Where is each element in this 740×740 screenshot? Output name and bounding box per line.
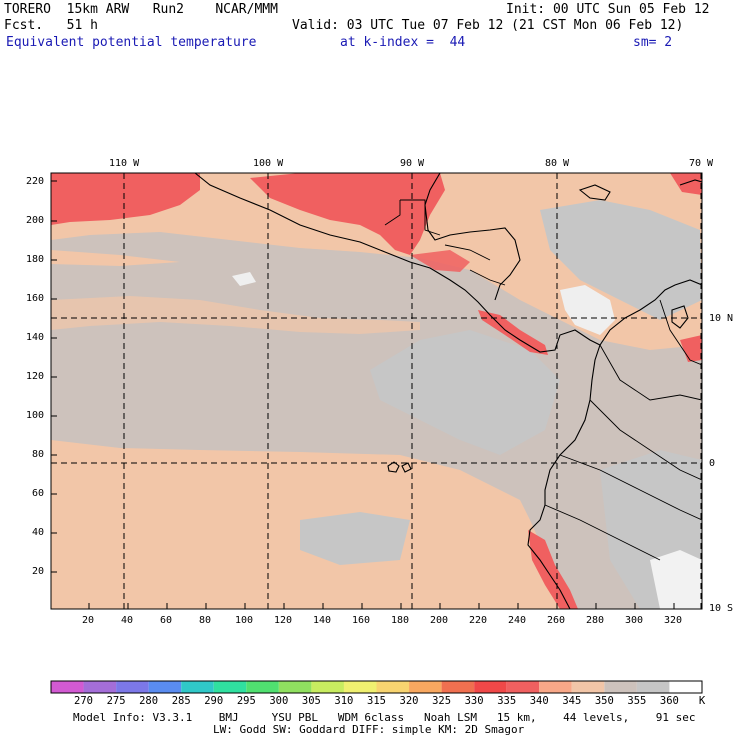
colorbar-label: 330	[464, 695, 484, 707]
grid-x-label: 20	[82, 615, 95, 626]
borders	[384, 199, 702, 561]
physics-info: LW: Godd SW: Goddard DIFF: simple KM: 2D…	[213, 723, 525, 736]
colorbar-label: 300	[269, 695, 289, 707]
colorbar-bin-16	[571, 681, 605, 693]
smoothing-info: sm= 2	[633, 35, 673, 50]
colorbar-bin-9	[343, 681, 377, 693]
forecast-hour: Fcst. 51 h	[4, 18, 98, 33]
colorbar-bin-5	[213, 681, 247, 693]
colorbar-unit: K	[698, 695, 706, 707]
grid-x-label: 40	[121, 615, 134, 626]
colorbar-label: 290	[204, 695, 224, 707]
colorbar-label: 360	[659, 695, 679, 707]
colorbar-label: 275	[106, 695, 126, 707]
colorbar-bin-2	[116, 681, 149, 693]
colorbar-bin-19	[669, 681, 702, 693]
lon-label-80w: 80 W	[545, 158, 570, 169]
grid-x-label: 80	[199, 615, 212, 626]
colorbar-label: 305	[301, 695, 321, 707]
colorbar	[50, 680, 703, 694]
colorbar-label: 325	[432, 695, 452, 707]
colorbar-label: 340	[529, 695, 549, 707]
coastlines	[194, 173, 702, 609]
model-info: Model Info: V3.3.1 BMJ YSU PBL WDM 6clas…	[73, 711, 696, 724]
grid-y-label: 200	[26, 215, 45, 226]
grid-x-label: 140	[313, 615, 332, 626]
lat-label-10s: 10 S	[709, 603, 734, 614]
thetae-field	[51, 173, 702, 609]
colorbar-bin-1	[83, 681, 117, 693]
grid-x-label: 260	[547, 615, 566, 626]
colorbar-bin-13	[474, 681, 507, 693]
lat-label-0: 0	[709, 458, 716, 469]
grid-x-label: 240	[508, 615, 527, 626]
grid-x-label: 220	[469, 615, 488, 626]
grid-x-label: 60	[160, 615, 173, 626]
colorbar-label: 295	[236, 695, 256, 707]
colorbar-bin-4	[181, 681, 214, 693]
colorbar-label: 335	[497, 695, 517, 707]
grid-x-label: 200	[430, 615, 449, 626]
grid-y-label: 120	[26, 371, 45, 382]
grid-y-label: 160	[26, 293, 45, 304]
colorbar-label: 345	[562, 695, 582, 707]
colorbar-bin-17	[604, 681, 637, 693]
grid-y-label: 20	[32, 566, 45, 577]
grid-x-label: 160	[352, 615, 371, 626]
colorbar-bin-15	[539, 681, 572, 693]
model-title: TORERO 15km ARW Run2 NCAR/MMM	[4, 2, 278, 17]
grid-x-label: 320	[664, 615, 683, 626]
colorbar-label: 355	[627, 695, 647, 707]
level-info: at k-index = 44	[340, 35, 466, 50]
colorbar-bin-3	[148, 681, 182, 693]
colorbar-label: 350	[594, 695, 614, 707]
colorbar-bin-0	[51, 681, 84, 693]
valid-time: Valid: 03 UTC Tue 07 Feb 12 (21 CST Mon …	[292, 18, 684, 33]
colorbar-bin-8	[311, 681, 344, 693]
grid-y-label: 40	[32, 527, 45, 538]
latlon-grid	[51, 173, 702, 609]
colorbar-label: 315	[367, 695, 386, 707]
colorbar-label: 285	[171, 695, 191, 707]
colorbar-bin-18	[636, 681, 670, 693]
grid-x-label: 280	[586, 615, 605, 626]
grid-y-label: 140	[26, 332, 45, 343]
lon-label-110w: 110 W	[109, 158, 140, 169]
lon-label-70w: 70 W	[689, 158, 714, 169]
colorbar-bin-11	[409, 681, 442, 693]
init-time: Init: 00 UTC Sun 05 Feb 12	[506, 2, 710, 17]
colorbar-label: 320	[399, 695, 419, 707]
field-name: Equivalent potential temperature	[6, 35, 257, 50]
colorbar-bin-6	[246, 681, 279, 693]
colorbar-label: 310	[334, 695, 354, 707]
lon-label-100w: 100 W	[253, 158, 284, 169]
lat-label-10n: 10 N	[709, 313, 734, 324]
grid-y-label: 180	[26, 254, 45, 265]
grid-ticks	[51, 180, 675, 609]
grid-y-label: 60	[32, 488, 45, 499]
grid-x-label: 300	[625, 615, 644, 626]
colorbar-bin-10	[376, 681, 410, 693]
colorbar-bin-14	[506, 681, 540, 693]
grid-y-label: 100	[26, 410, 45, 421]
grid-x-label: 180	[391, 615, 410, 626]
grid-y-label: 80	[32, 449, 45, 460]
colorbar-bin-7	[278, 681, 312, 693]
colorbar-label: 270	[74, 695, 93, 707]
lon-label-90w: 90 W	[400, 158, 425, 169]
grid-x-label: 100	[235, 615, 254, 626]
colorbar-label: 280	[139, 695, 159, 707]
grid-x-label: 120	[274, 615, 293, 626]
colorbar-bin-12	[441, 681, 475, 693]
plot-frame	[50, 172, 703, 610]
grid-y-label: 220	[26, 176, 45, 187]
